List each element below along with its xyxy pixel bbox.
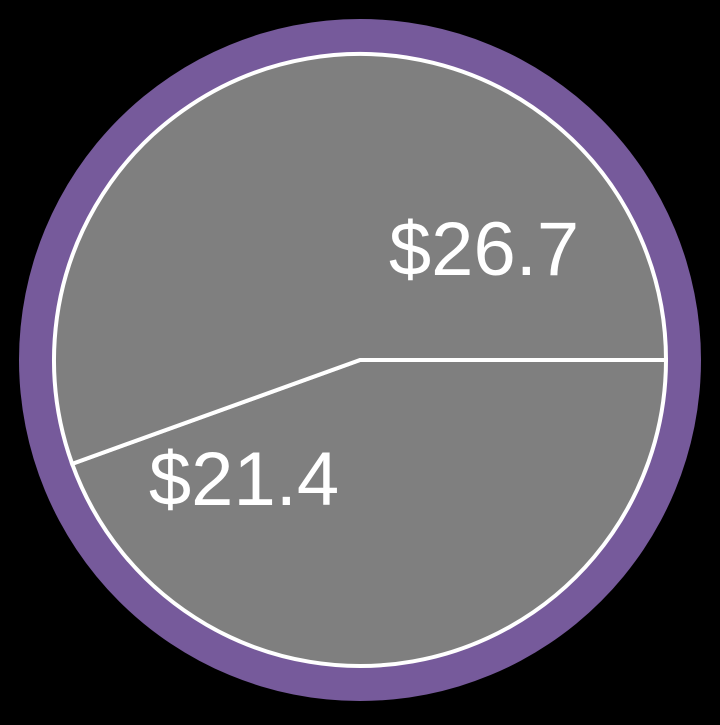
pie-slices (52, 52, 669, 668)
pie-slice-2 (52, 52, 669, 467)
data-label-slice-2: $26.7 (389, 207, 579, 292)
data-label-slice-1: $21.4 (149, 437, 339, 522)
pie-slice-1 (69, 358, 669, 668)
